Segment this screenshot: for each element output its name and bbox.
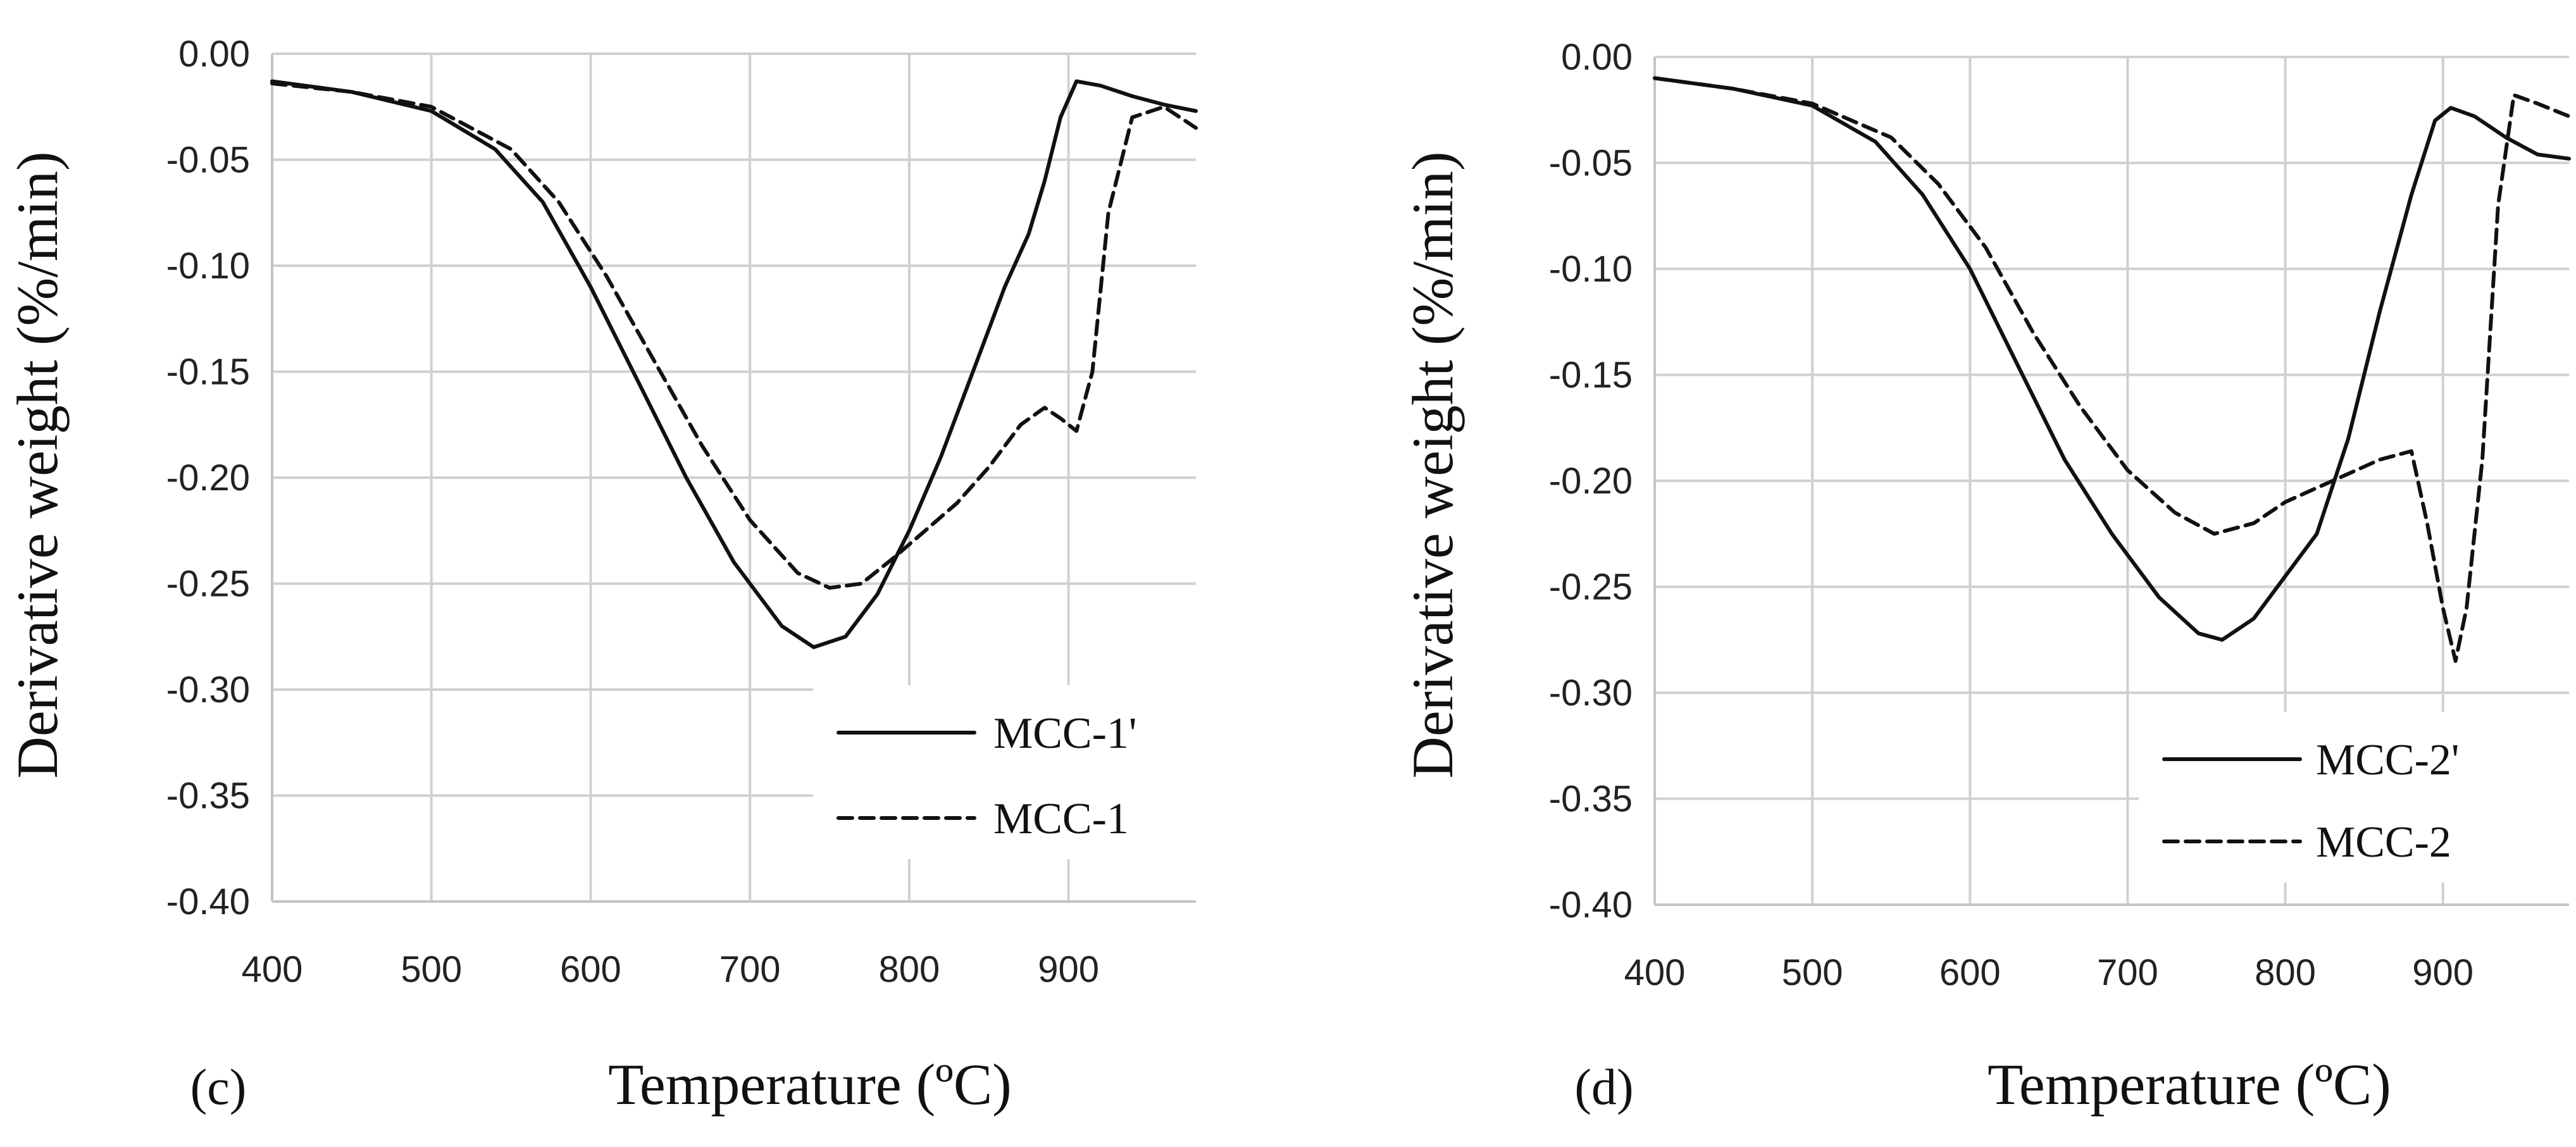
panel-d-y-tick-label: 0.00 [1561, 37, 1633, 78]
panel-c-y-tick-label: -0.15 [166, 352, 250, 393]
panel-d-y-axis-title: Derivative weight (%/min) [1400, 151, 1465, 778]
panel-d-legend: MCC-2' MCC-2 [2139, 712, 2569, 883]
panel-c-y-tick-label: -0.40 [166, 881, 250, 922]
panel-d-y-tick-label: -0.20 [1549, 461, 1633, 502]
panel-d-x-tick-label: 800 [2255, 952, 2316, 993]
panel-c-x-axis-title: Temperature (ºC) [608, 1052, 1012, 1117]
panel-c-legend-label: MCC-1' [993, 709, 1137, 758]
panel-d-series-dashed [1653, 76, 2571, 663]
panel-d-x-tick-label: 500 [1782, 952, 1843, 993]
panel-c-y-tick-label: -0.25 [166, 564, 250, 605]
panel-d-y-ticks: 0.00 -0.05 -0.10 -0.15 -0.20 -0.25 -0.30 -0.35 -… [1549, 37, 1633, 926]
panel-c: 0.00 -0.05 -0.10 -0.15 -0.20 -0.25 -0.30 -0.35 -… [5, 34, 1198, 1117]
panel-d-series-solid [1653, 76, 2571, 642]
panel-c-y-tick-label: 0.00 [178, 34, 250, 75]
panel-c-legend: MCC-1' MCC-1 [813, 685, 1196, 859]
panel-d-y-tick-label: -0.25 [1549, 567, 1633, 608]
panel-d-y-tick-label: -0.05 [1549, 143, 1633, 184]
panel-c-x-tick-label: 500 [401, 949, 462, 990]
panel-d: 0.00 -0.05 -0.10 -0.15 -0.20 -0.25 -0.30 -0.35 -… [1400, 37, 2571, 1117]
panel-c-label: (c) [190, 1060, 247, 1115]
panel-d-y-tick-label: -0.15 [1549, 355, 1633, 396]
panel-c-y-tick-label: -0.35 [166, 776, 250, 817]
panel-c-x-tick-label: 800 [879, 949, 940, 990]
panel-d-y-tick-label: -0.35 [1549, 779, 1633, 820]
panel-c-x-tick-label: 600 [560, 949, 621, 990]
panel-d-series [1653, 76, 2571, 663]
panel-c-y-ticks: 0.00 -0.05 -0.10 -0.15 -0.20 -0.25 -0.30 -0.35 -… [166, 34, 250, 922]
panel-d-label: (d) [1574, 1060, 1633, 1115]
panel-d-x-axis-title: Temperature (ºC) [1988, 1052, 2391, 1117]
panel-c-y-tick-label: -0.20 [166, 457, 250, 499]
panel-d-x-tick-label: 400 [1624, 952, 1686, 993]
panel-d-x-ticks: 400 500 600 700 800 900 [1624, 952, 2473, 993]
panel-c-x-tick-label: 700 [719, 949, 781, 990]
panel-c-y-tick-label: -0.30 [166, 669, 250, 710]
panel-c-x-tick-label: 400 [242, 949, 303, 990]
panel-d-legend-box [2139, 712, 2569, 883]
panel-c-series-solid [270, 79, 1198, 649]
panel-d-legend-label: MCC-2' [2316, 736, 2460, 784]
panel-d-x-tick-label: 700 [2097, 952, 2158, 993]
panel-c-series-dashed [270, 81, 1198, 590]
panel-d-y-tick-label: -0.30 [1549, 673, 1633, 714]
panel-c-y-tick-label: -0.05 [166, 140, 250, 181]
panel-c-legend-box [813, 685, 1196, 859]
panel-c-x-tick-label: 900 [1038, 949, 1099, 990]
panel-d-y-tick-label: -0.40 [1549, 884, 1633, 926]
panel-c-y-axis-title: Derivative weight (%/min) [5, 151, 70, 778]
panel-c-legend-label: MCC-1 [993, 795, 1129, 843]
panel-d-axes [1653, 57, 2569, 906]
panel-c-y-tick-label: -0.10 [166, 245, 250, 287]
panel-d-y-tick-label: -0.10 [1549, 249, 1633, 290]
panel-c-series [270, 79, 1198, 649]
panel-c-x-ticks: 400 500 600 700 800 900 [242, 949, 1099, 990]
panel-c-axes [271, 54, 1196, 903]
panel-d-x-tick-label: 600 [1939, 952, 2001, 993]
panel-d-legend-label: MCC-2 [2316, 818, 2451, 867]
panel-d-x-tick-label: 900 [2412, 952, 2473, 993]
